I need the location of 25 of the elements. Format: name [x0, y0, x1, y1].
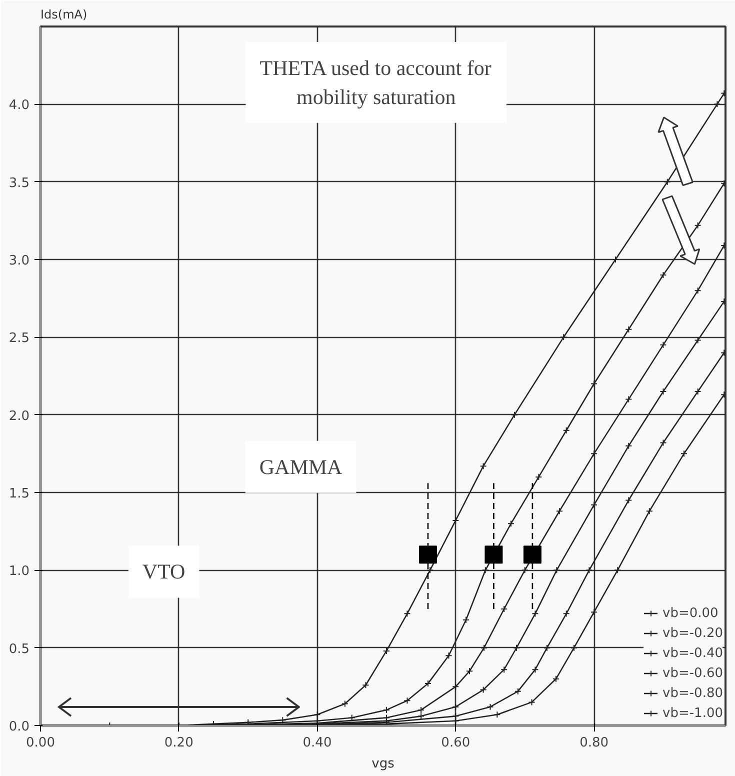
legend-label: vb=-0.20	[662, 626, 723, 640]
y-tick-label: 4.0	[8, 98, 30, 114]
annotation: THETA used to account for mobility saturation	[260, 56, 492, 109]
y-tick-label: 1.0	[8, 564, 30, 580]
legend-label: vb=-0.60	[662, 666, 723, 680]
x-axis-title: vgs	[372, 756, 395, 772]
y-tick-label: 0.0	[8, 720, 30, 734]
x-tick-label: 0.40	[302, 736, 332, 750]
y-tick-label: 0.5	[8, 642, 30, 657]
x-tick-label: 0.80	[580, 736, 609, 750]
x-tick-label: 0.20	[164, 736, 194, 750]
annotation: GAMMA	[259, 454, 344, 479]
legend-label: vb=-0.40	[662, 646, 723, 660]
y-tick-label: 2.0	[8, 408, 30, 424]
y-tick-label: 3.5	[8, 176, 30, 191]
y-tick-label: 3.0	[8, 254, 30, 268]
x-tick-label: 0.00	[26, 736, 55, 750]
annotation: VTO	[142, 560, 186, 584]
y-axis-title: Ids(mA)	[40, 8, 88, 22]
legend-label: vb=-0.80	[662, 686, 723, 700]
y-tick-label: 1.5	[8, 486, 30, 502]
legend-label: vb=-1.00	[662, 706, 723, 720]
x-tick-label: 0.60	[441, 736, 470, 750]
legend-label: vb=0.00	[662, 606, 718, 620]
y-tick-label: 2.5	[8, 331, 30, 346]
